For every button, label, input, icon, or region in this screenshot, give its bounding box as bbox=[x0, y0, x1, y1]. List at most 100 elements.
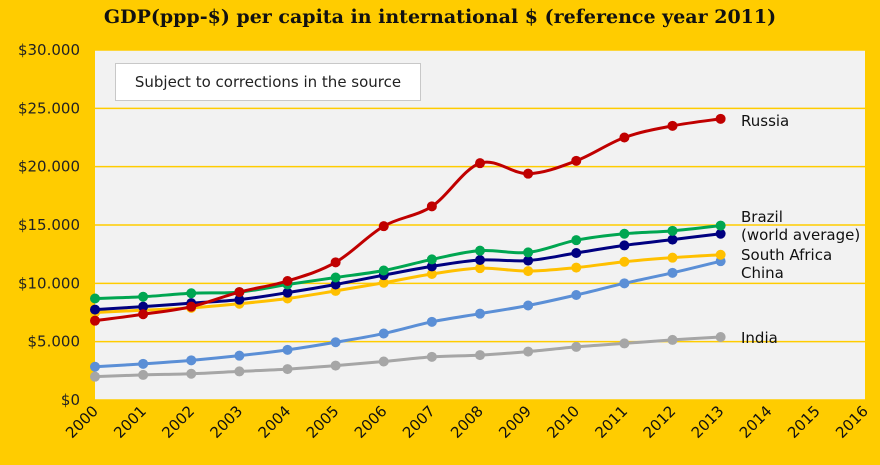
data-point-world bbox=[138, 301, 149, 312]
data-point-world bbox=[426, 261, 437, 272]
data-point-india bbox=[475, 350, 485, 361]
data-point-russia bbox=[234, 287, 245, 298]
data-point-russia bbox=[378, 221, 389, 232]
x-tick-label: 2015 bbox=[784, 402, 824, 442]
data-point-south_africa bbox=[426, 269, 437, 279]
data-point-china bbox=[619, 278, 630, 289]
corrections-note: Subject to corrections in the source bbox=[115, 63, 421, 101]
x-tick-label: 2004 bbox=[255, 402, 295, 442]
data-point-india bbox=[378, 356, 389, 367]
data-point-brazil bbox=[571, 235, 582, 246]
data-point-brazil bbox=[523, 247, 534, 258]
data-point-india bbox=[138, 369, 149, 380]
data-point-brazil bbox=[475, 245, 485, 256]
data-point-world bbox=[667, 234, 678, 245]
data-point-south_africa bbox=[619, 256, 630, 267]
data-point-russia bbox=[90, 315, 100, 326]
y-tick-label: $10.000 bbox=[18, 274, 80, 292]
data-point-south_africa bbox=[475, 263, 485, 274]
data-point-russia bbox=[426, 201, 437, 212]
data-point-india bbox=[282, 364, 293, 375]
data-point-world bbox=[475, 255, 485, 265]
data-point-china bbox=[330, 337, 341, 348]
corrections-note-text: Subject to corrections in the source bbox=[134, 73, 402, 91]
data-point-south_africa bbox=[523, 266, 534, 277]
data-point-china bbox=[426, 316, 437, 327]
data-point-brazil bbox=[426, 254, 437, 265]
series-label-world: (world average) bbox=[741, 226, 860, 244]
x-tick-label: 2016 bbox=[832, 402, 872, 442]
data-point-south_africa bbox=[715, 249, 726, 260]
data-point-world bbox=[619, 240, 630, 251]
series-india bbox=[90, 332, 726, 382]
data-point-china bbox=[523, 300, 534, 311]
data-point-india bbox=[619, 338, 630, 349]
data-point-brazil bbox=[619, 228, 630, 239]
data-point-india bbox=[234, 366, 245, 377]
series-label-russia: Russia bbox=[741, 112, 789, 130]
data-point-india bbox=[667, 334, 678, 345]
x-tick-label: 2011 bbox=[591, 402, 631, 442]
data-point-china bbox=[282, 344, 293, 355]
data-point-india bbox=[330, 360, 341, 371]
data-point-brazil bbox=[186, 288, 197, 299]
data-point-china bbox=[90, 361, 100, 372]
data-point-india bbox=[715, 332, 726, 342]
x-tick-label: 2006 bbox=[351, 402, 391, 442]
data-point-china bbox=[378, 328, 389, 339]
data-point-russia bbox=[523, 168, 534, 179]
y-tick-label: $5.000 bbox=[28, 333, 81, 351]
y-tick-label: $25.000 bbox=[18, 99, 80, 117]
data-point-russia bbox=[475, 158, 485, 169]
y-tick-label: $20.000 bbox=[18, 158, 80, 176]
data-point-brazil bbox=[667, 225, 678, 236]
data-point-china bbox=[667, 267, 678, 278]
data-point-china bbox=[475, 308, 485, 319]
data-point-brazil bbox=[330, 272, 341, 283]
x-axis-ticks: 2000 2001 2002 2003 2004 2005 2006 2007 2008 2009… bbox=[62, 402, 872, 442]
series-line-russia bbox=[94, 117, 721, 323]
series-world bbox=[90, 228, 726, 315]
data-point-russia bbox=[667, 120, 678, 131]
grid-lines bbox=[95, 49, 865, 401]
data-point-world bbox=[330, 279, 341, 290]
x-tick-label: 2012 bbox=[640, 402, 680, 442]
data-point-india bbox=[523, 346, 534, 357]
y-axis-ticks: $0 $5.000 $10.000 $15.000 $20.000 $25.000 $30.… bbox=[18, 41, 80, 409]
data-point-world bbox=[715, 228, 726, 239]
y-tick-label: $30.000 bbox=[18, 41, 80, 59]
data-point-brazil bbox=[378, 265, 389, 276]
y-tick-label: $0 bbox=[61, 391, 80, 409]
data-point-world bbox=[234, 294, 245, 305]
data-point-india bbox=[90, 371, 100, 382]
x-tick-label: 2013 bbox=[688, 402, 728, 442]
data-point-world bbox=[90, 304, 100, 315]
series-china bbox=[90, 256, 726, 372]
series-label-china: China bbox=[741, 264, 784, 282]
x-tick-label: 2009 bbox=[495, 402, 535, 442]
chart-title: GDP(ppp-$) per capita in international $… bbox=[103, 6, 777, 28]
data-point-russia bbox=[282, 276, 293, 286]
data-point-russia bbox=[138, 309, 149, 320]
x-tick-label: 2010 bbox=[543, 402, 583, 442]
x-tick-label: 2001 bbox=[110, 402, 150, 442]
data-point-south_africa bbox=[667, 252, 678, 263]
x-tick-label: 2002 bbox=[158, 402, 198, 442]
data-point-brazil bbox=[715, 220, 726, 231]
data-point-russia bbox=[715, 113, 726, 124]
data-point-brazil bbox=[138, 291, 149, 302]
data-point-india bbox=[186, 368, 197, 379]
series-label-india: India bbox=[741, 329, 778, 347]
data-point-world bbox=[282, 287, 293, 298]
x-tick-label: 2014 bbox=[736, 402, 776, 442]
data-point-russia bbox=[330, 257, 341, 268]
x-tick-label: 2008 bbox=[447, 402, 487, 442]
x-tick-label: 2005 bbox=[303, 402, 343, 442]
data-point-india bbox=[571, 341, 582, 352]
data-point-south_africa bbox=[378, 277, 389, 288]
y-tick-label: $15.000 bbox=[18, 216, 80, 234]
data-point-china bbox=[571, 290, 582, 300]
data-point-china bbox=[186, 355, 197, 366]
data-point-brazil bbox=[90, 293, 100, 304]
